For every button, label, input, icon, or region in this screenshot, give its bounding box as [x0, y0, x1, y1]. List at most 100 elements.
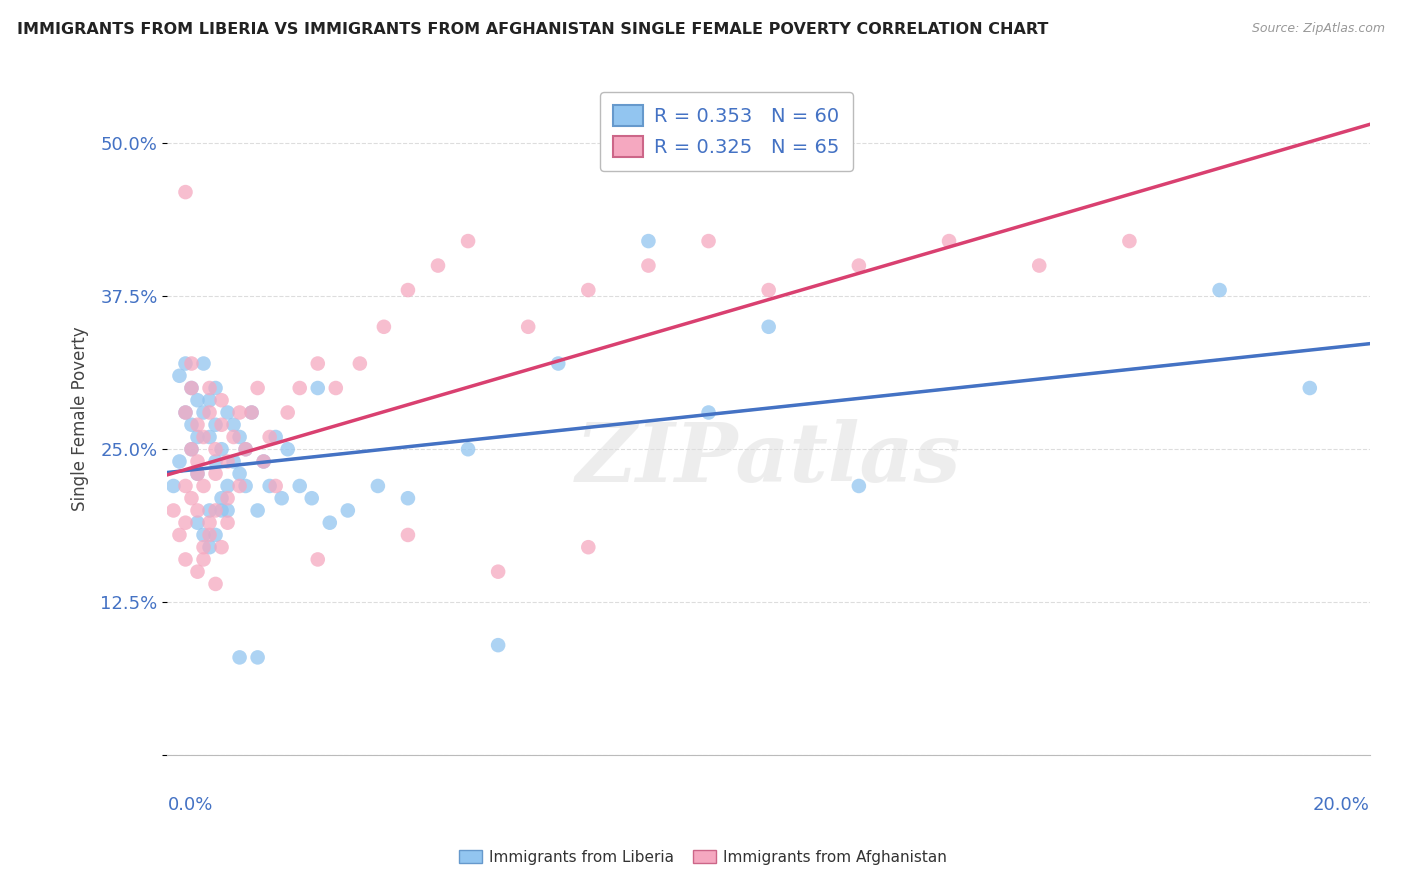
Point — [259, 479, 281, 493]
Point — [211, 393, 233, 408]
Point — [193, 405, 215, 419]
Point — [697, 234, 720, 248]
Point — [277, 405, 299, 419]
Point — [277, 442, 299, 457]
Point — [228, 430, 250, 444]
Point — [174, 405, 197, 419]
Text: 20.0%: 20.0% — [1313, 796, 1369, 814]
Point — [211, 491, 233, 506]
Point — [697, 405, 720, 419]
Point — [162, 479, 184, 493]
Text: Source: ZipAtlas.com: Source: ZipAtlas.com — [1251, 22, 1385, 36]
Point — [204, 442, 226, 457]
Point — [637, 234, 659, 248]
Point — [396, 491, 419, 506]
Point — [396, 283, 419, 297]
Legend: R = 0.353   N = 60, R = 0.325   N = 65: R = 0.353 N = 60, R = 0.325 N = 65 — [600, 92, 853, 171]
Point — [180, 491, 202, 506]
Point — [217, 516, 239, 530]
Point — [180, 357, 202, 371]
Point — [228, 467, 250, 481]
Point — [222, 430, 245, 444]
Point — [169, 454, 191, 468]
Point — [174, 552, 197, 566]
Point — [457, 442, 479, 457]
Point — [198, 381, 221, 395]
Point — [217, 491, 239, 506]
Point — [427, 259, 450, 273]
Point — [193, 430, 215, 444]
Point — [198, 528, 221, 542]
Point — [1118, 234, 1140, 248]
Point — [169, 368, 191, 383]
Point — [204, 503, 226, 517]
Point — [180, 442, 202, 457]
Point — [319, 516, 342, 530]
Legend: Immigrants from Liberia, Immigrants from Afghanistan: Immigrants from Liberia, Immigrants from… — [453, 844, 953, 871]
Point — [162, 503, 184, 517]
Point — [486, 638, 509, 652]
Point — [186, 454, 208, 468]
Point — [336, 503, 359, 517]
Point — [193, 552, 215, 566]
Point — [228, 650, 250, 665]
Text: ZIPatlas: ZIPatlas — [576, 419, 962, 499]
Point — [186, 430, 208, 444]
Point — [240, 405, 263, 419]
Point — [307, 552, 329, 566]
Point — [270, 491, 292, 506]
Point — [396, 528, 419, 542]
Point — [288, 381, 311, 395]
Point — [246, 650, 269, 665]
Point — [180, 442, 202, 457]
Point — [253, 454, 276, 468]
Point — [576, 540, 599, 554]
Point — [222, 454, 245, 468]
Point — [193, 479, 215, 493]
Point — [186, 467, 208, 481]
Point — [373, 319, 395, 334]
Text: IMMIGRANTS FROM LIBERIA VS IMMIGRANTS FROM AFGHANISTAN SINGLE FEMALE POVERTY COR: IMMIGRANTS FROM LIBERIA VS IMMIGRANTS FR… — [17, 22, 1049, 37]
Point — [204, 417, 226, 432]
Point — [457, 234, 479, 248]
Point — [193, 540, 215, 554]
Point — [228, 405, 250, 419]
Text: 0.0%: 0.0% — [167, 796, 212, 814]
Point — [174, 357, 197, 371]
Point — [204, 454, 226, 468]
Point — [228, 479, 250, 493]
Point — [1299, 381, 1322, 395]
Point — [186, 516, 208, 530]
Point — [301, 491, 323, 506]
Point — [240, 405, 263, 419]
Point — [186, 393, 208, 408]
Y-axis label: Single Female Poverty: Single Female Poverty — [72, 326, 89, 511]
Point — [264, 430, 287, 444]
Point — [180, 417, 202, 432]
Point — [198, 503, 221, 517]
Point — [325, 381, 347, 395]
Point — [174, 479, 197, 493]
Point — [204, 467, 226, 481]
Point — [180, 381, 202, 395]
Point — [235, 442, 257, 457]
Point — [758, 283, 780, 297]
Point — [204, 577, 226, 591]
Point — [758, 319, 780, 334]
Point — [211, 540, 233, 554]
Point — [217, 405, 239, 419]
Point — [217, 454, 239, 468]
Point — [169, 528, 191, 542]
Point — [193, 357, 215, 371]
Point — [186, 417, 208, 432]
Point — [204, 381, 226, 395]
Point — [547, 357, 569, 371]
Point — [848, 259, 870, 273]
Point — [198, 393, 221, 408]
Point — [211, 417, 233, 432]
Point — [517, 319, 540, 334]
Point — [1208, 283, 1230, 297]
Point — [264, 479, 287, 493]
Point — [186, 467, 208, 481]
Point — [848, 479, 870, 493]
